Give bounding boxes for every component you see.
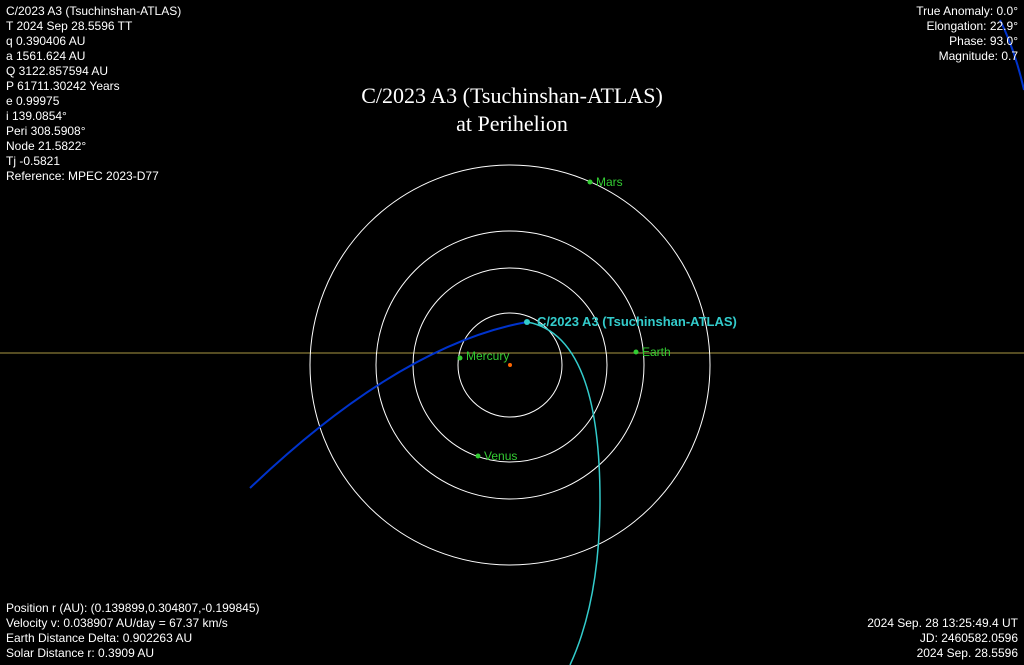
epoch-jd: JD: 2460582.0596 bbox=[867, 631, 1018, 646]
elem-P: P 61711.30242 Years bbox=[6, 79, 181, 94]
elem-Reference: Reference: MPEC 2023-D77 bbox=[6, 169, 181, 184]
elem-Q: Q 3122.857594 AU bbox=[6, 64, 181, 79]
elem-q: q 0.390406 AU bbox=[6, 34, 181, 49]
planet-mars-label: Mars bbox=[596, 175, 623, 189]
planet-mercury-label: Mercury bbox=[466, 349, 509, 363]
elem-e: e 0.99975 bbox=[6, 94, 181, 109]
epoch-block: 2024 Sep. 28 13:25:49.4 UT JD: 2460582.0… bbox=[867, 616, 1018, 661]
comet-label: C/2023 A3 (Tsuchinshan-ATLAS) bbox=[537, 314, 737, 329]
planet-earth-label: Earth bbox=[642, 345, 671, 359]
sv-velocity: Velocity v: 0.038907 AU/day = 67.37 km/s bbox=[6, 616, 260, 631]
planet-earth-dot bbox=[634, 350, 639, 355]
planet-mercury-dot bbox=[458, 356, 463, 361]
planet-venus-label: Venus bbox=[484, 449, 517, 463]
orbit-viewer-root: Mercury Venus Earth Mars C/2023 A3 (Tsuc… bbox=[0, 0, 1024, 665]
sun-dot bbox=[508, 363, 512, 367]
observation-block: True Anomaly: 0.0° Elongation: 22.9° Pha… bbox=[916, 4, 1018, 64]
elem-Node: Node 21.5822° bbox=[6, 139, 181, 154]
sv-earth-dist: Earth Distance Delta: 0.902263 AU bbox=[6, 631, 260, 646]
obs-phase: Phase: 93.0° bbox=[916, 34, 1018, 49]
sv-solar-dist: Solar Distance r: 0.3909 AU bbox=[6, 646, 260, 661]
sv-position: Position r (AU): (0.139899,0.304807,-0.1… bbox=[6, 601, 260, 616]
elem-T: T 2024 Sep 28.5596 TT bbox=[6, 19, 181, 34]
elem-a: a 1561.624 AU bbox=[6, 49, 181, 64]
comet-dot bbox=[524, 319, 530, 325]
planet-mars-dot bbox=[588, 180, 593, 185]
epoch-ut: 2024 Sep. 28 13:25:49.4 UT bbox=[867, 616, 1018, 631]
orbital-elements-block: C/2023 A3 (Tsuchinshan-ATLAS) T 2024 Sep… bbox=[6, 4, 181, 184]
planet-venus-dot bbox=[476, 454, 481, 459]
obs-true-anomaly: True Anomaly: 0.0° bbox=[916, 4, 1018, 19]
elem-designation: C/2023 A3 (Tsuchinshan-ATLAS) bbox=[6, 4, 181, 19]
obs-magnitude: Magnitude: 0.7 bbox=[916, 49, 1018, 64]
comet-orbit-inbound bbox=[250, 322, 527, 488]
comet-orbit-outbound bbox=[527, 322, 600, 665]
obs-elongation: Elongation: 22.9° bbox=[916, 19, 1018, 34]
state-vector-block: Position r (AU): (0.139899,0.304807,-0.1… bbox=[6, 601, 260, 661]
elem-Tj: Tj -0.5821 bbox=[6, 154, 181, 169]
elem-Peri: Peri 308.5908° bbox=[6, 124, 181, 139]
elem-i: i 139.0854° bbox=[6, 109, 181, 124]
epoch-date: 2024 Sep. 28.5596 bbox=[867, 646, 1018, 661]
